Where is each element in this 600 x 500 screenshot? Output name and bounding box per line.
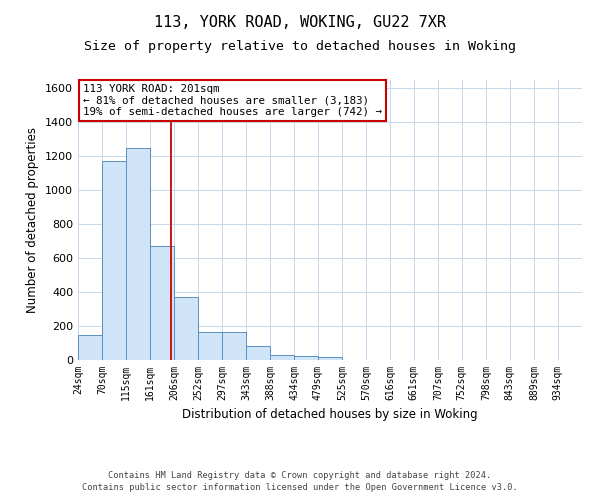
Bar: [102, 160, 127, 360]
Text: Size of property relative to detached houses in Woking: Size of property relative to detached ho…: [84, 40, 516, 53]
Bar: [78, 334, 102, 360]
Text: 113, YORK ROAD, WOKING, GU22 7XR: 113, YORK ROAD, WOKING, GU22 7XR: [154, 15, 446, 30]
Text: Contains public sector information licensed under the Open Government Licence v3: Contains public sector information licen…: [82, 484, 518, 492]
Bar: [222, 332, 246, 360]
Bar: [246, 346, 271, 360]
Bar: [270, 355, 294, 360]
Y-axis label: Number of detached properties: Number of detached properties: [26, 127, 40, 313]
Bar: [126, 148, 150, 360]
Bar: [174, 297, 198, 360]
X-axis label: Distribution of detached houses by size in Woking: Distribution of detached houses by size …: [182, 408, 478, 422]
Bar: [150, 246, 175, 360]
Bar: [198, 332, 223, 360]
Bar: [294, 356, 319, 360]
Bar: [318, 356, 342, 360]
Text: Contains HM Land Registry data © Crown copyright and database right 2024.: Contains HM Land Registry data © Crown c…: [109, 471, 491, 480]
Text: 113 YORK ROAD: 201sqm
← 81% of detached houses are smaller (3,183)
19% of semi-d: 113 YORK ROAD: 201sqm ← 81% of detached …: [83, 84, 382, 117]
